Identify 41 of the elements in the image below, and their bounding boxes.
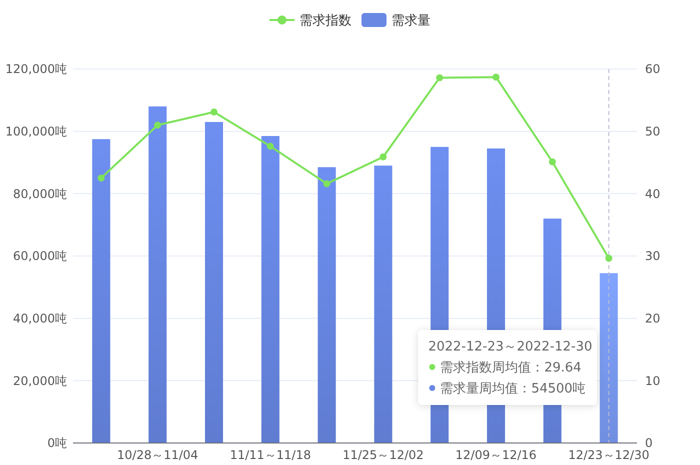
bar <box>374 166 392 443</box>
point <box>154 122 162 129</box>
x-tick-label: 11/11～11/18 <box>230 448 311 462</box>
y-tick-label: 40,000吨 <box>13 312 67 326</box>
y-tick-label: 0吨 <box>47 436 67 450</box>
annotation: 需求指数周均值：29.64 <box>440 360 582 376</box>
point <box>548 158 556 166</box>
y2-tick-label: 20 <box>645 312 660 326</box>
point <box>436 74 444 82</box>
point <box>492 74 500 81</box>
bar <box>204 122 224 443</box>
bar <box>318 167 336 443</box>
annotation: 需求量周均值：54500吨 <box>440 382 586 397</box>
y2-tick-label: 0 <box>645 436 653 450</box>
point <box>605 254 612 262</box>
point <box>380 153 387 160</box>
bar <box>261 136 280 443</box>
bar <box>600 273 618 443</box>
y-tick-label: 120,000吨 <box>5 62 67 76</box>
x-tick-label: 11/25～12/02 <box>342 448 424 462</box>
legend-label: 需求量 <box>392 14 430 29</box>
y2-tick-label: 60 <box>645 62 660 76</box>
annotation: 2022-12-23～2022-12-30 <box>428 340 592 355</box>
point <box>210 108 218 116</box>
y2-tick-label: 50 <box>645 124 660 139</box>
y-tick-label: 60,000吨 <box>13 249 67 264</box>
point <box>98 174 105 182</box>
bar <box>92 139 110 443</box>
point <box>323 180 330 188</box>
y2-tick-label: 30 <box>645 249 660 264</box>
y2-tick-label: 40 <box>645 186 660 201</box>
bar <box>148 106 167 443</box>
x-tick-label: 12/23～12/30 <box>568 448 650 462</box>
legend-label: 需求指数 <box>300 14 352 29</box>
point <box>266 142 274 150</box>
y-tick-label: 80,000吨 <box>13 186 67 201</box>
x-tick-label: 10/28～11/04 <box>117 448 198 462</box>
x-tick-label: 12/09～12/16 <box>455 448 537 462</box>
y-tick-label: 20,000吨 <box>13 374 67 388</box>
y-tick-label: 100,000吨 <box>5 124 67 139</box>
y2-tick-label: 10 <box>645 374 660 388</box>
